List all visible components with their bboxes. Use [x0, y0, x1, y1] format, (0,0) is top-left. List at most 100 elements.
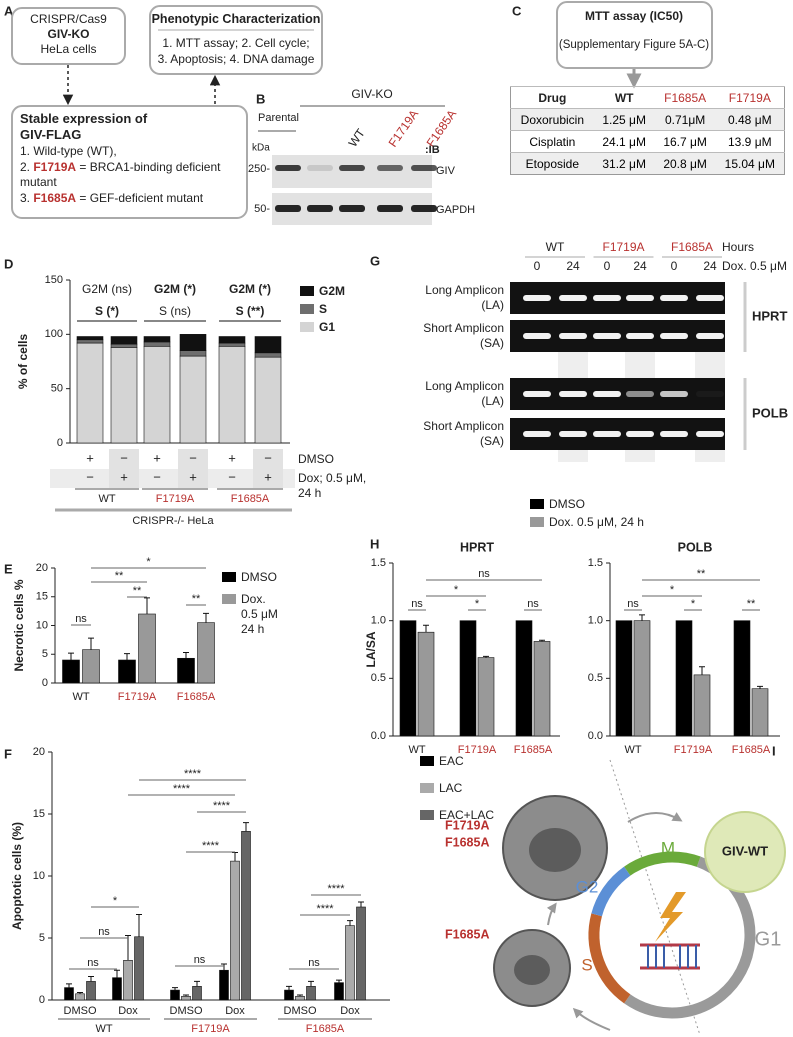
- item-text: = BRCA1-binding deficient mutant: [20, 159, 221, 190]
- y-tick-label: 50: [51, 383, 63, 395]
- x-tick-label: Dox: [118, 1005, 138, 1017]
- panel-label: G: [370, 253, 380, 268]
- bar: [177, 657, 195, 684]
- bar: [306, 986, 316, 1001]
- phase-label: S: [581, 955, 592, 974]
- bar: [254, 336, 282, 354]
- error-bar: [88, 637, 94, 650]
- gel-band: [660, 333, 688, 339]
- legend-label: Dox. 0.5 μM, 24 h: [549, 515, 644, 529]
- y-axis-label: % of cells: [16, 334, 30, 390]
- mtt-table: Drug WT F1685A F1719A Doxorubicin 1.25 μM 0.71…: [510, 86, 785, 175]
- band: [307, 205, 333, 212]
- table-cell: Doxorubicin: [510, 108, 594, 131]
- x-tick-label: F1719A: [458, 744, 497, 756]
- band: [377, 205, 403, 212]
- panel-label: I: [772, 743, 776, 758]
- panel-label: H: [370, 536, 379, 551]
- bar: [62, 659, 80, 684]
- gel-band: [696, 431, 724, 437]
- chart-title: POLB: [678, 540, 713, 554]
- error-bar: [358, 901, 364, 907]
- x-tick-label: F1719A: [118, 691, 157, 703]
- phase-label: M: [661, 838, 675, 857]
- header-cell: F1685A: [654, 86, 716, 109]
- cycle-annotation: G2M (*): [229, 282, 271, 296]
- table-row: Doxorubicin 1.25 μM 0.71μM 0.48 μM: [510, 108, 785, 131]
- significance-label: ns: [627, 598, 639, 610]
- blot: [272, 155, 432, 188]
- box: [11, 105, 248, 219]
- gel-band: [626, 333, 654, 339]
- y-tick-label: 1.5: [371, 557, 386, 569]
- legend-swatch: [420, 810, 434, 820]
- significance-label: ****: [202, 840, 220, 852]
- gene-label: HPRT: [752, 308, 787, 323]
- treatment-sign: +: [264, 469, 272, 484]
- x-tick-label: F1685A: [732, 744, 771, 756]
- box-text: GIV-KO: [47, 27, 90, 41]
- treatment-sign: +: [86, 450, 94, 465]
- lane-label: F1719A: [386, 107, 422, 149]
- lane-group: GIV-KO: [351, 87, 392, 101]
- x-tick-label: Dox: [225, 1005, 245, 1017]
- box-title: MTT assay (IC50): [585, 9, 683, 23]
- bar: [110, 347, 138, 444]
- significance-label: ****: [327, 883, 345, 895]
- arrow: [572, 1007, 611, 1031]
- table-cell: 31.2 μM: [593, 152, 655, 175]
- header-cell: WT: [593, 86, 655, 109]
- mutant-label: F1719A: [445, 818, 489, 832]
- legend-label: DMSO: [549, 497, 585, 511]
- legend-label: Dox. 0.5 μM 24 h: [241, 592, 278, 636]
- gel-band: [523, 391, 551, 397]
- legend-label: G2M: [319, 284, 346, 298]
- x-tick-label: F1685A: [514, 744, 553, 756]
- arrow: [627, 812, 683, 823]
- y-tick-label: 20: [36, 562, 48, 574]
- group-label: F1685A: [306, 1023, 345, 1035]
- significance-label: **: [697, 568, 706, 580]
- gel-band: [696, 295, 724, 301]
- table-cell: 0.48 μM: [715, 108, 785, 131]
- significance-label: ****: [213, 800, 231, 812]
- legend-swatch: [300, 322, 314, 332]
- y-tick-label: 20: [33, 746, 45, 758]
- bar: [110, 336, 138, 345]
- amplicon-label: Long Amplicon (LA): [425, 379, 504, 408]
- gel-band: [660, 391, 688, 397]
- y-tick-label: 1.5: [588, 557, 603, 569]
- table-cell: Etoposide: [510, 152, 594, 175]
- box: [11, 7, 126, 65]
- error-bar: [699, 666, 705, 675]
- band: [411, 165, 437, 171]
- x-tick-label: WT: [72, 691, 89, 703]
- error-bar: [183, 994, 189, 997]
- band: [377, 165, 403, 171]
- bar: [179, 334, 207, 351]
- significance-label: ns: [75, 613, 87, 625]
- y-tick-label: 0: [57, 437, 63, 449]
- chart-title: HPRT: [460, 540, 494, 554]
- table-cell: 15.04 μM: [715, 152, 785, 175]
- hours-value: 0: [671, 259, 678, 273]
- error-bar: [232, 851, 238, 862]
- x-tick-label: Dox: [340, 1005, 360, 1017]
- item-text: = GEF-deficient mutant: [76, 190, 204, 205]
- gel-band: [523, 431, 551, 437]
- dna: [640, 943, 700, 970]
- footer-label: CRISPR-/- HeLa: [132, 515, 214, 527]
- significance-label: ns: [411, 598, 423, 610]
- legend-label: S: [319, 302, 328, 316]
- bar: [143, 341, 171, 347]
- significance-label: **: [747, 598, 756, 610]
- bar: [76, 339, 104, 344]
- significance-label: **: [192, 593, 201, 605]
- item-list: 1. Wild-type (WT), 2. F1719A = BRCA1-bind…: [20, 144, 242, 206]
- treatment-label: DMSO: [298, 452, 334, 466]
- significance-label: ns: [87, 957, 99, 969]
- gel-band: [696, 333, 724, 339]
- panel-label: A: [4, 3, 14, 18]
- error-bar: [172, 987, 178, 991]
- header-cell: F1719A: [715, 86, 785, 109]
